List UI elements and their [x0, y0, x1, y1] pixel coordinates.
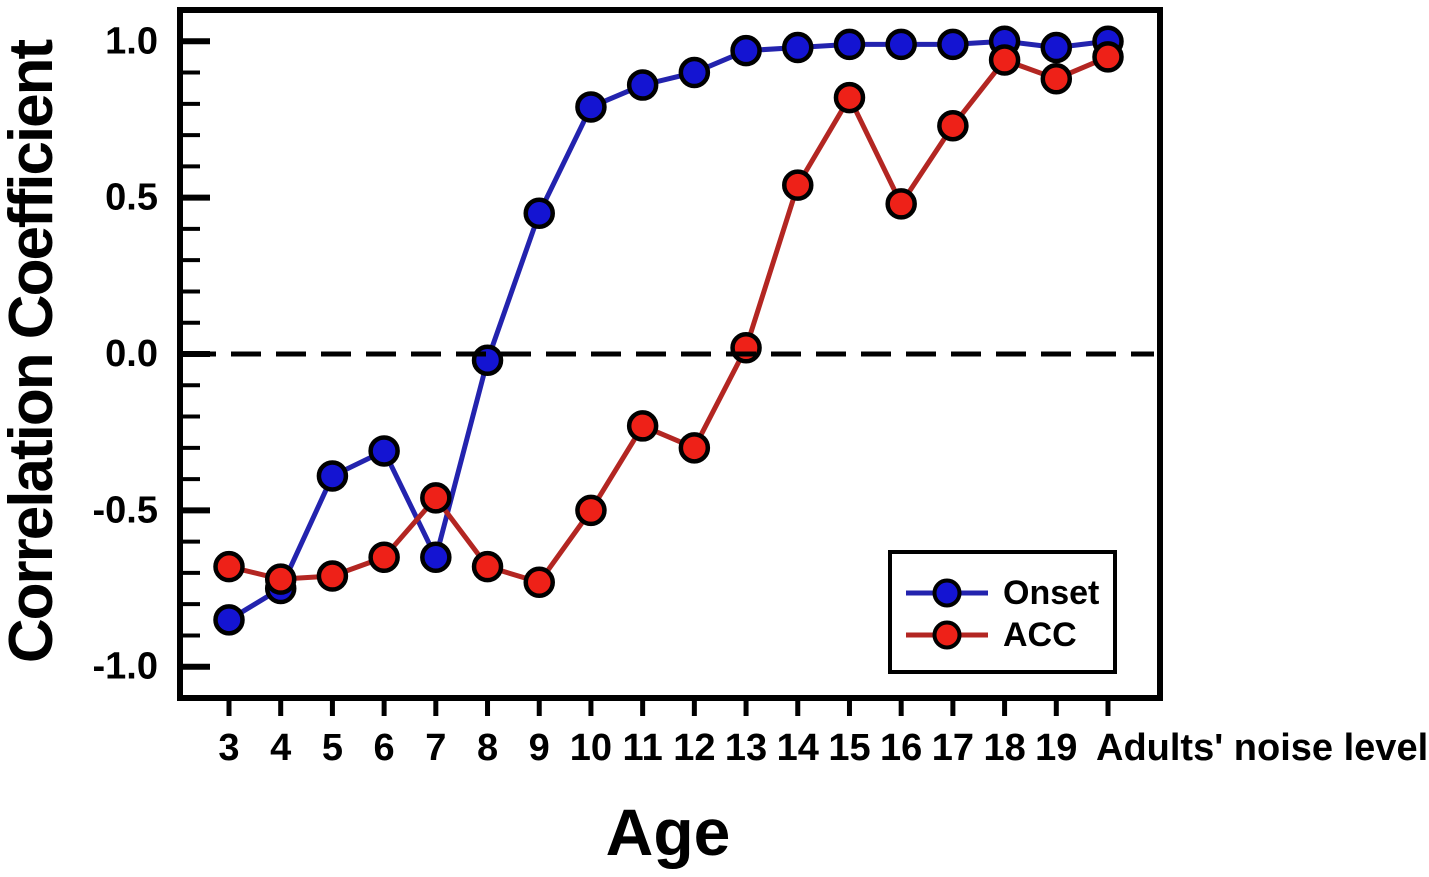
- data-point-acc-4: [264, 563, 297, 595]
- series-onset: [213, 25, 1124, 636]
- x-axis-tick-label: 18: [983, 727, 1025, 769]
- data-point-onset-17: [937, 28, 969, 61]
- y-axis-title: Correlation Coefficient: [0, 40, 66, 664]
- data-point-acc-15: [833, 81, 866, 114]
- data-point-onset-7: [420, 541, 452, 574]
- y-axis-tick-label: 0.0: [105, 333, 158, 375]
- x-axis-tick-label: 15: [828, 727, 870, 769]
- data-point-acc-13: [730, 331, 762, 364]
- legend-box: Onset ACC: [888, 550, 1117, 674]
- series-line-acc: [226, 54, 1111, 585]
- data-point-acc-19: [1040, 63, 1073, 95]
- data-point-onset-10: [575, 91, 607, 123]
- legend-marker-acc: [932, 620, 962, 650]
- data-point-acc-3: [213, 550, 245, 583]
- data-point-onset-5: [316, 460, 349, 492]
- x-axis-tick-label: 17: [932, 727, 974, 769]
- data-point-acc-12: [678, 432, 711, 464]
- data-point-onset-8: [471, 344, 504, 377]
- legend-item-onset: Onset: [906, 574, 1099, 612]
- data-point-onset-15: [833, 28, 866, 61]
- x-axis-tick-label: 9: [529, 727, 550, 769]
- plot-frame: [177, 7, 1163, 701]
- x-axis-tick-label: 13: [725, 727, 767, 769]
- plot-frame-group: [177, 7, 1163, 701]
- data-point-onset-19: [1040, 31, 1073, 64]
- data-point-acc-5: [316, 560, 349, 592]
- legend-label-onset: Onset: [1003, 574, 1099, 612]
- x-axis-tick-label: 16: [880, 727, 922, 769]
- y-axis-tick-label: -1.0: [93, 646, 158, 688]
- series-group: [213, 25, 1124, 636]
- data-point-acc-9: [523, 566, 555, 599]
- x-axis-tick-label: 19: [1035, 727, 1077, 769]
- legend-label-acc: ACC: [1003, 616, 1077, 654]
- series-line-onset: [226, 38, 1111, 623]
- data-point-acc-16: [885, 188, 917, 220]
- y-axis-tick-label: -0.5: [93, 489, 158, 531]
- data-point-onset-16: [885, 28, 917, 61]
- data-point-onset-6: [368, 435, 400, 467]
- y-axis-tick-label: 1.0: [105, 20, 158, 62]
- data-point-onset-12: [678, 56, 711, 89]
- data-point-onset-11: [626, 69, 659, 101]
- x-axis-tick-label: 6: [374, 727, 395, 769]
- x-axis-tick-label: 10: [570, 727, 612, 769]
- y-axis-tick-label: 0.5: [105, 177, 158, 219]
- series-acc: [213, 41, 1124, 599]
- data-point-acc-10: [575, 494, 607, 527]
- x-axis-tick-label: 7: [425, 727, 446, 769]
- data-point-acc-8: [471, 550, 504, 583]
- x-axis-title: Age: [606, 795, 731, 869]
- x-axis-tick-label: 4: [270, 727, 291, 769]
- data-point-onset-3: [213, 604, 245, 636]
- x-axis-ticks: 3 4 5 6 7 8 9 10 11 12 13 14 15 16 17 18 19 Adults' noise…: [218, 701, 1428, 769]
- x-axis-tick-label: 5: [322, 727, 343, 769]
- x-axis-tick-label: 8: [477, 727, 498, 769]
- data-point-acc-18: [988, 44, 1021, 76]
- data-point-acc-7: [420, 482, 452, 514]
- data-point-onset-13: [730, 34, 762, 67]
- x-axis-tick-label: 3: [218, 727, 239, 769]
- data-point-onset-9: [523, 197, 555, 230]
- x-axis-tick-label: 14: [777, 727, 819, 769]
- legend-item-acc: ACC: [906, 616, 1077, 654]
- data-point-onset-14: [782, 31, 814, 64]
- data-point-acc-adults-noise-level: [1092, 41, 1124, 73]
- data-point-acc-17: [937, 109, 969, 142]
- legend-marker-onset: [932, 578, 962, 608]
- data-point-acc-6: [368, 541, 400, 574]
- x-axis-tick-label: 11: [623, 727, 663, 769]
- x-axis-tick-label: 12: [673, 727, 715, 769]
- x-axis-tick-label: Adults' noise level: [1096, 727, 1428, 769]
- data-point-acc-14: [782, 169, 814, 201]
- data-point-acc-11: [626, 410, 659, 442]
- legend-frame: [888, 550, 1117, 674]
